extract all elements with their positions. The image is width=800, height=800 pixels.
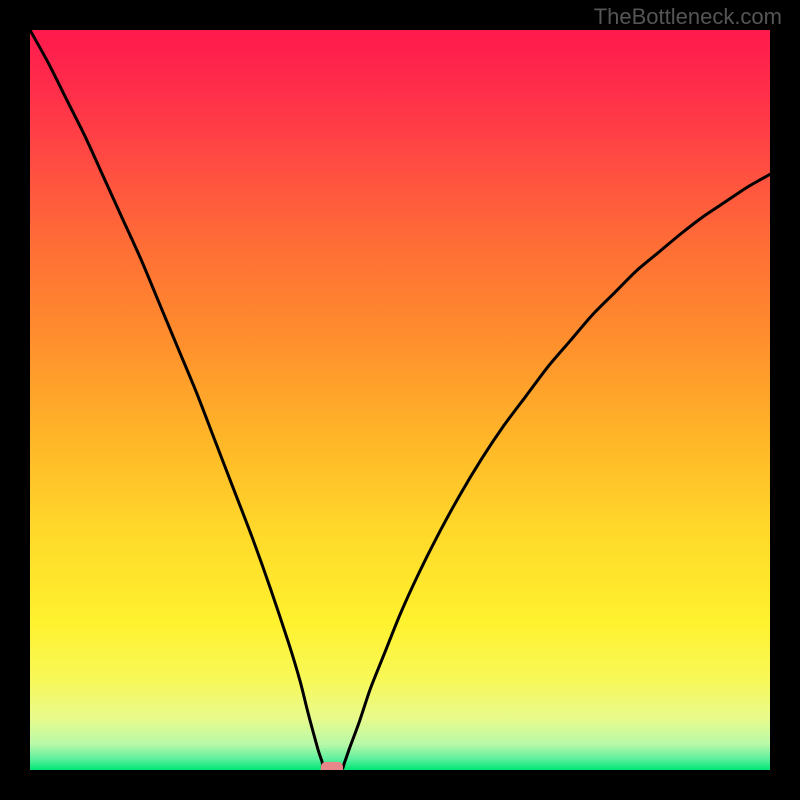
plot-area <box>30 30 770 770</box>
watermark-text: TheBottleneck.com <box>594 4 782 30</box>
chart-svg <box>30 30 770 770</box>
optimal-marker <box>321 762 343 770</box>
chart-frame: TheBottleneck.com <box>0 0 800 800</box>
gradient-background <box>30 30 770 770</box>
